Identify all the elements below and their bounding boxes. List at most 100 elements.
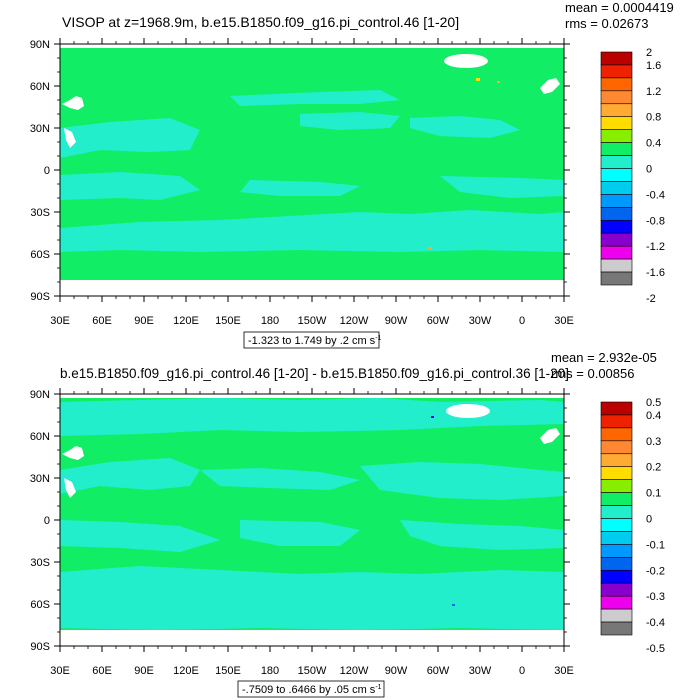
panel-1-range-box-frame <box>243 331 380 349</box>
lon-label: 30E <box>554 315 574 327</box>
panel-1: VISOP at z=1968.9m, b.e15.B1850.f09_g16.… <box>30 0 674 349</box>
lon-label: 0 <box>519 315 525 327</box>
panel-1-range-text: -1.323 to 1.749 by .2 cm s <box>248 335 376 347</box>
lat-label: 90S <box>30 641 50 653</box>
panel-2-arctic-edge <box>60 394 564 398</box>
colorbar-swatch <box>600 440 633 455</box>
lat-label: 90N <box>30 389 50 401</box>
panel-1-antarctica <box>60 280 564 296</box>
colorbar-label: 1.6 <box>646 60 661 72</box>
lon-label: 30E <box>554 665 574 677</box>
lon-label: 150E <box>215 665 241 677</box>
panel-1-anomaly-speck <box>428 247 431 249</box>
colorbar-swatch <box>600 608 633 623</box>
colorbar-swatch <box>600 129 633 143</box>
lat-label: 30N <box>30 473 50 485</box>
lat-label: 30N <box>30 123 50 135</box>
colorbar-label: -0.2 <box>646 565 665 577</box>
lat-label: 30S <box>30 557 50 569</box>
lon-label: 30E <box>50 665 70 677</box>
colorbar-label: 0.1 <box>646 488 661 500</box>
panel-1-arctic-edge <box>60 44 564 48</box>
colorbar-swatch <box>600 90 633 105</box>
colorbar-swatch <box>600 531 633 545</box>
colorbar-swatch <box>600 258 633 273</box>
colorbar-swatch <box>600 466 633 480</box>
colorbar-label: 1.2 <box>646 86 661 98</box>
panel-1-greenland <box>444 54 488 68</box>
panel-2-ticks <box>54 388 570 652</box>
panel-1-island-a <box>62 96 84 110</box>
panel-2-island-b <box>64 478 76 498</box>
colorbar-swatch <box>600 207 633 221</box>
lon-label: 90W <box>385 665 408 677</box>
lon-label: 120W <box>340 665 369 677</box>
colorbar-label: -0.1 <box>646 539 665 551</box>
panel-2-island-a <box>62 446 84 460</box>
lon-label: 120E <box>173 665 199 677</box>
lat-label: 90N <box>30 39 50 51</box>
panel-1-range-exp: -1 <box>375 335 381 342</box>
lon-label: 90W <box>385 315 408 327</box>
panel-1-lat-labels: 90N 60N 30N 0 30S 60S 90S <box>30 39 50 303</box>
panel-1-colorbar: 21.6 1.2 0.8 0.4 0 -0.4 -0.8 -1.2 -1.6 -2 <box>600 47 665 305</box>
colorbar-swatch <box>600 245 633 260</box>
colorbar-swatch <box>600 414 633 429</box>
panel-1-ticks <box>54 38 570 302</box>
lon-label: 150W <box>298 665 327 677</box>
colorbar-swatch <box>600 219 633 234</box>
panel-2-range-label: -.7509 to .6466 by .05 cm s-1 <box>242 684 382 696</box>
panel-1-cyan-zones <box>60 90 564 252</box>
panel-1-lon-labels: 30E 60E 90E 120E 150E 180 150W 120W 90W 60W 30W 0 30… <box>50 315 574 327</box>
colorbar-label: 0.5 <box>646 397 661 409</box>
panel-1-mean: mean = 0.0004419 <box>565 0 674 15</box>
lat-label: 0 <box>44 165 50 177</box>
lon-label: 30E <box>50 315 70 327</box>
panel-1-anomaly-speck <box>476 78 480 81</box>
colorbar-swatch <box>600 453 633 468</box>
panel-2-map <box>60 394 564 646</box>
panel-2-range-box-frame <box>237 680 385 698</box>
colorbar-label: 0 <box>646 514 652 526</box>
panel-1-island-c <box>540 78 560 94</box>
colorbar-swatch <box>600 116 633 130</box>
colorbar-swatch <box>600 194 633 208</box>
panel-1-anomaly-speck <box>497 81 500 83</box>
colorbar-label: -0.4 <box>646 189 665 201</box>
colorbar-label: 2 <box>646 47 652 59</box>
panel-1-range-box: -1.323 to 1.749 by .2 cm s-1 <box>243 331 382 349</box>
lat-label: 60N <box>30 431 50 443</box>
panel-2-rms: rms = 0.00856 <box>551 366 634 381</box>
colorbar-swatch <box>600 544 633 558</box>
colorbar-swatch <box>600 181 633 195</box>
lat-label: 30S <box>30 207 50 219</box>
colorbar-label: 0.2 <box>646 462 661 474</box>
colorbar-swatch <box>600 51 633 66</box>
lon-label: 30W <box>469 315 492 327</box>
colorbar-label: 0.4 <box>646 410 661 422</box>
colorbar-swatch <box>600 232 633 247</box>
colorbar-label: 0.4 <box>646 138 661 150</box>
colorbar-swatch <box>600 103 633 118</box>
colorbar-label: -0.3 <box>646 591 665 603</box>
colorbar-swatch <box>600 492 633 506</box>
lon-label: 60W <box>427 665 450 677</box>
lat-label: 60N <box>30 81 50 93</box>
colorbar-label: 0.8 <box>646 112 661 124</box>
colorbar-swatch <box>600 557 633 571</box>
lon-label: 90E <box>134 315 154 327</box>
lon-label: 180 <box>261 315 279 327</box>
lon-label: 120W <box>340 315 369 327</box>
panel-2-anomaly-speck <box>452 604 455 606</box>
colorbar-swatch <box>600 271 633 286</box>
lon-label: 150W <box>298 315 327 327</box>
colorbar-swatch <box>600 168 633 182</box>
panel-1-map <box>60 44 564 296</box>
panel-1-range-label: -1.323 to 1.749 by .2 cm s-1 <box>248 335 382 347</box>
lon-label: 60E <box>92 665 112 677</box>
lon-label: 30W <box>469 665 492 677</box>
lon-label: 150E <box>215 315 241 327</box>
panel-2-cyan-zones <box>60 398 564 630</box>
panel-2-greenland <box>446 404 490 418</box>
